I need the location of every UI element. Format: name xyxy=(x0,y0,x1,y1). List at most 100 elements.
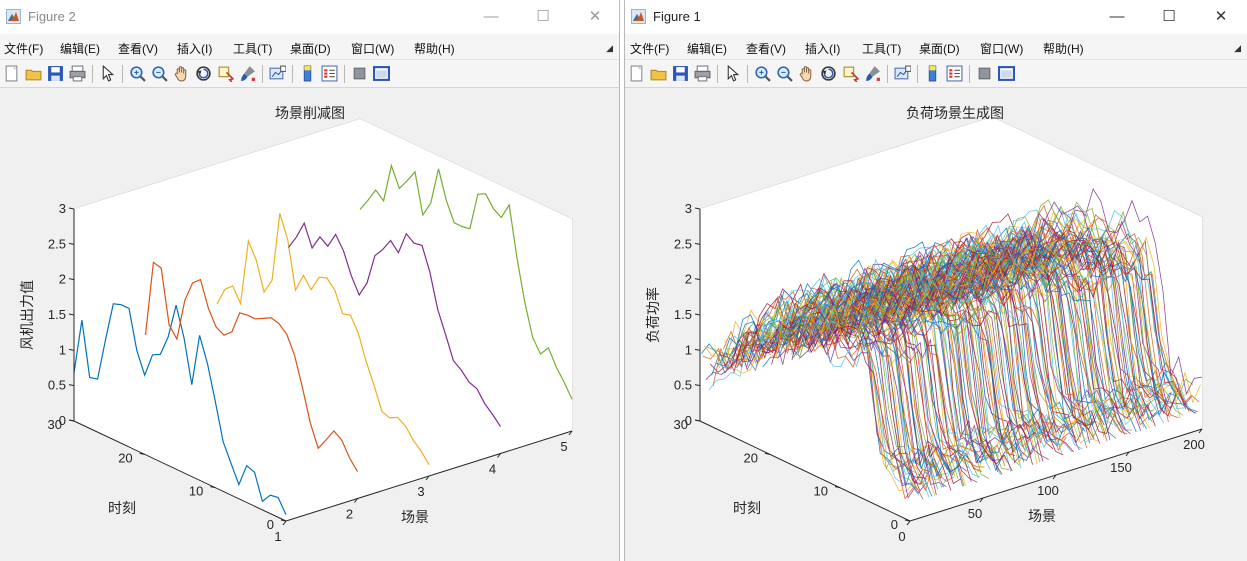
pan-hand-icon[interactable] xyxy=(798,65,815,82)
menu-bar: 文件(F) 编辑(E) 查看(V) 插入(I) 工具(T) 桌面(D) 窗口(W… xyxy=(625,34,1247,60)
data-cursor-icon[interactable] xyxy=(217,65,234,82)
y-axis-line xyxy=(699,420,911,522)
brush-icon[interactable] xyxy=(239,65,256,82)
menu-edit[interactable]: 编辑(E) xyxy=(687,42,727,56)
open-file-icon[interactable] xyxy=(25,65,42,82)
series-group xyxy=(73,163,573,515)
rotate-3d-icon[interactable] xyxy=(195,65,212,82)
menu-file[interactable]: 文件(F) xyxy=(4,42,44,56)
toolbar-separator xyxy=(747,65,748,83)
legend-icon[interactable] xyxy=(946,65,963,82)
y-tick-label: 0 xyxy=(891,517,898,532)
series-line-scenario-83 xyxy=(820,249,1032,437)
menu-overflow-icon[interactable]: ◢ xyxy=(1234,43,1241,53)
x-tick-label: 100 xyxy=(1037,483,1059,498)
zoom-in-icon[interactable] xyxy=(754,65,771,82)
series-line-scenario-81 xyxy=(817,250,1029,459)
series-line-scenario-95 xyxy=(838,276,1049,460)
title-bar[interactable]: Figure 2 — ☐ ✕ xyxy=(0,0,619,34)
new-figure-icon[interactable] xyxy=(3,65,20,82)
zoom-in-icon[interactable] xyxy=(129,65,146,82)
x-tick xyxy=(906,520,911,526)
print-icon[interactable] xyxy=(69,65,86,82)
menu-desktop[interactable]: 桌面(D) xyxy=(290,42,331,56)
pointer-icon[interactable] xyxy=(99,65,116,82)
figure-1-axes: 050100150200010203000.511.522.53负荷场景生成图场… xyxy=(645,105,1205,544)
title-bar[interactable]: Figure 1 — ☐ ✕ xyxy=(625,0,1247,34)
z-tick xyxy=(694,313,701,316)
print-icon[interactable] xyxy=(694,65,711,82)
series-line-scenario-169 xyxy=(946,220,1157,421)
new-figure-icon[interactable] xyxy=(628,65,645,82)
menu-insert[interactable]: 插入(I) xyxy=(177,42,213,56)
toolbar xyxy=(0,60,619,88)
menu-file[interactable]: 文件(F) xyxy=(630,42,670,56)
colorbar-icon[interactable] xyxy=(299,65,316,82)
link-plot-icon[interactable] xyxy=(269,65,286,82)
y-axis-line xyxy=(73,420,287,522)
figure-2-window: Figure 2 — ☐ ✕ 文件(F) 编辑(E) 查看(V) 插入(I) 工… xyxy=(0,0,620,561)
menu-help[interactable]: 帮助(H) xyxy=(1043,42,1084,56)
menu-insert[interactable]: 插入(I) xyxy=(805,42,841,56)
series-line-scenario-196 xyxy=(985,232,1197,414)
save-icon[interactable] xyxy=(672,65,689,82)
hide-plot-tools-icon[interactable] xyxy=(351,65,368,82)
menu-bar: 文件(F) 编辑(E) 查看(V) 插入(I) 工具(T) 桌面(D) 窗口(W… xyxy=(0,34,619,60)
load-scenario-plot[interactable]: 050100150200010203000.511.522.53负荷场景生成图场… xyxy=(625,88,1247,560)
series-line-scenario-101 xyxy=(847,244,1058,445)
menu-tools[interactable]: 工具(T) xyxy=(233,42,273,56)
menu-desktop[interactable]: 桌面(D) xyxy=(919,42,960,56)
save-icon[interactable] xyxy=(47,65,64,82)
z-tick xyxy=(694,278,701,281)
z-tick-label: 2.5 xyxy=(674,236,692,251)
pan-hand-icon[interactable] xyxy=(173,65,190,82)
matlab-icon xyxy=(6,9,21,24)
y-tick-label: 0 xyxy=(267,517,274,532)
menu-tools[interactable]: 工具(T) xyxy=(862,42,902,56)
series-line-scenario-46 xyxy=(766,311,978,483)
series-line-scenario-187 xyxy=(972,239,1184,416)
hide-plot-tools-icon[interactable] xyxy=(976,65,993,82)
z-tick xyxy=(68,278,75,281)
maximize-button[interactable]: ☐ xyxy=(1162,8,1176,25)
menu-view[interactable]: 查看(V) xyxy=(746,42,786,56)
tick-marks xyxy=(694,207,1203,526)
rotate-3d-icon[interactable] xyxy=(820,65,837,82)
show-plot-tools-icon[interactable] xyxy=(998,65,1015,82)
maximize-button[interactable]: ☐ xyxy=(536,8,550,25)
close-button[interactable]: ✕ xyxy=(588,8,602,25)
pointer-icon[interactable] xyxy=(724,65,741,82)
minimize-button[interactable]: — xyxy=(1109,8,1125,25)
show-plot-tools-icon[interactable] xyxy=(373,65,390,82)
series-line-scenario-178 xyxy=(959,211,1171,419)
menu-view[interactable]: 查看(V) xyxy=(118,42,158,56)
series-line-scenario-45 xyxy=(765,273,976,451)
menu-overflow-icon[interactable]: ◢ xyxy=(606,43,613,53)
x-tick-label: 200 xyxy=(1183,437,1205,452)
y-tick xyxy=(904,519,911,522)
menu-window[interactable]: 窗口(W) xyxy=(980,42,1024,56)
z-tick xyxy=(694,242,701,245)
colorbar-icon[interactable] xyxy=(924,65,941,82)
data-cursor-icon[interactable] xyxy=(842,65,859,82)
legend-icon[interactable] xyxy=(321,65,338,82)
menu-help[interactable]: 帮助(H) xyxy=(414,42,455,56)
zoom-out-icon[interactable] xyxy=(151,65,168,82)
minimize-button[interactable]: — xyxy=(483,8,499,25)
z-tick-label: 3 xyxy=(59,201,66,216)
menu-window[interactable]: 窗口(W) xyxy=(351,42,395,56)
x-tick xyxy=(1125,451,1130,457)
brush-icon[interactable] xyxy=(864,65,881,82)
y-tick-label: 10 xyxy=(814,484,828,499)
zoom-out-icon[interactable] xyxy=(776,65,793,82)
back-wall-plane xyxy=(74,119,360,421)
menu-edit[interactable]: 编辑(E) xyxy=(60,42,100,56)
link-plot-icon[interactable] xyxy=(894,65,911,82)
open-file-icon[interactable] xyxy=(650,65,667,82)
close-button[interactable]: ✕ xyxy=(1214,8,1228,25)
z-tick xyxy=(694,207,701,210)
x-tick xyxy=(425,475,430,481)
x-tick-label: 2 xyxy=(346,507,353,522)
